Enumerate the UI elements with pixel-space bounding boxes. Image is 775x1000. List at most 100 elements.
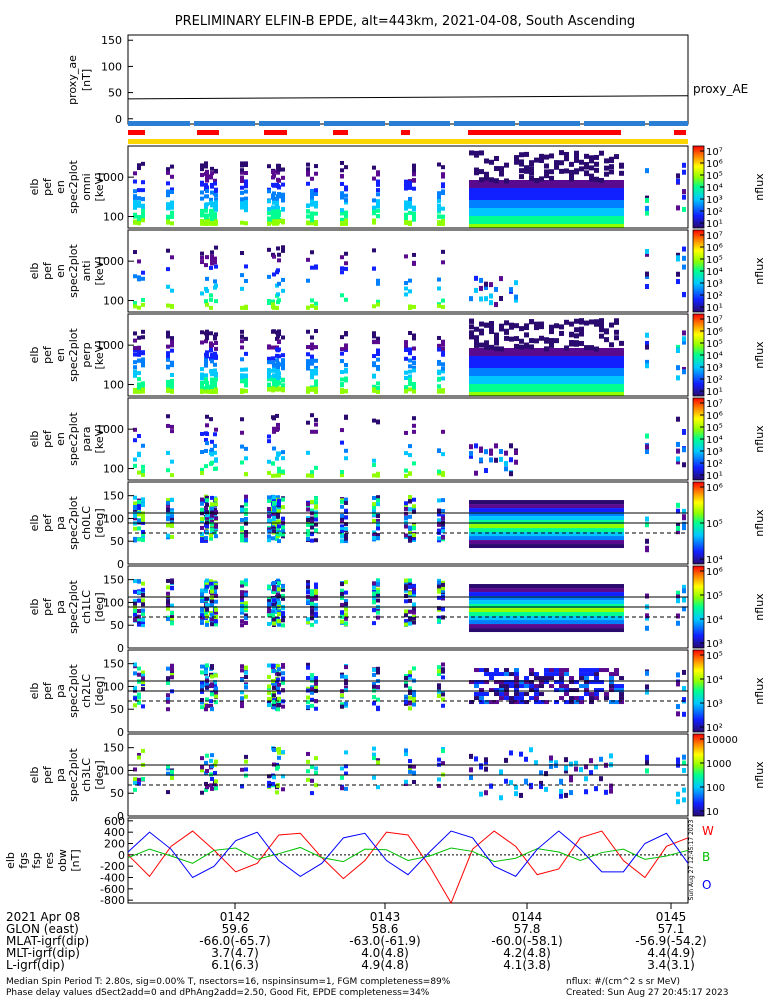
spectrogram-cell — [504, 536, 509, 541]
spectrogram-cell — [519, 372, 524, 376]
spectrogram-cell — [584, 516, 589, 521]
spectrogram-cell — [469, 356, 474, 360]
spectrogram-cell — [609, 188, 614, 192]
spectrogram-cell — [619, 608, 624, 613]
spectrogram-cell — [214, 346, 218, 351]
spectrogram-cell — [412, 461, 416, 466]
spectrogram-cell — [569, 688, 574, 693]
spectrogram-cell — [437, 376, 441, 381]
spectrogram-cell — [514, 700, 519, 705]
spectrogram-cell — [534, 600, 539, 605]
spectrogram-cell — [509, 612, 514, 617]
spectrogram-cell — [519, 751, 523, 757]
y-axis-label: [keV] — [93, 257, 106, 286]
spectrogram-cell — [204, 208, 208, 213]
spectrogram-cell — [210, 502, 214, 507]
spectrogram-cell — [314, 596, 318, 601]
spectrogram-cell — [579, 348, 584, 352]
spectrogram-cell — [494, 672, 499, 677]
spectrogram-cell — [619, 392, 624, 396]
spectrogram-cell — [559, 544, 564, 549]
spectrogram-cell — [412, 666, 416, 671]
orbit-cell-mlat: -63.0(-61.9) — [349, 934, 420, 948]
spectrogram-cell — [469, 604, 474, 609]
spectrogram-cell — [499, 504, 504, 509]
spectrogram-cell — [272, 183, 276, 188]
spectrogram-cell — [579, 672, 584, 677]
spectrogram-cell — [609, 532, 614, 537]
spectrogram-cell — [376, 340, 380, 345]
spectrogram-cell — [574, 528, 579, 533]
spectrogram-cell — [133, 212, 137, 217]
spectrogram-cell — [469, 612, 474, 617]
spectrogram-cell — [544, 608, 549, 613]
y-tick-label: 50 — [110, 535, 124, 548]
spectrogram-cell — [564, 384, 569, 388]
spectrogram-cell — [376, 666, 380, 671]
spectrogram-cell — [584, 188, 589, 192]
spectrogram-cell — [166, 181, 170, 186]
spectrogram-cell — [213, 351, 217, 356]
spectrogram-cell — [271, 536, 275, 541]
spectrogram-cell — [372, 518, 376, 523]
spectrogram-cell — [579, 504, 584, 509]
spectrogram-cell — [554, 672, 559, 677]
spectrogram-cell — [376, 615, 380, 620]
spectrogram-cell — [539, 184, 544, 188]
spectrogram-cell — [469, 596, 474, 601]
spectrogram-cell — [412, 252, 416, 257]
spectrogram-cell — [559, 596, 564, 601]
spectrogram-cell — [441, 749, 445, 754]
spectrogram-cell — [200, 519, 204, 524]
spectrogram-cell — [569, 208, 574, 212]
spectrogram-cell — [314, 192, 318, 197]
spectrogram-cell — [519, 616, 524, 621]
spectrogram-cell — [594, 188, 599, 192]
spectrogram-cell — [133, 516, 137, 521]
spectrogram-cell — [534, 536, 539, 541]
spectrogram-cell — [244, 279, 248, 284]
spectrogram-cell — [214, 389, 218, 394]
spectrogram-cell — [240, 538, 244, 543]
spectrogram-cell — [564, 700, 569, 705]
spectrogram-cell — [281, 195, 285, 200]
orbit-cell-mlat: -60.0(-58.1) — [491, 934, 562, 948]
spectrogram-cell — [344, 185, 348, 190]
spectrogram-cell — [514, 668, 519, 673]
spectrogram-cell — [529, 319, 534, 325]
spectrogram-cell — [204, 670, 208, 675]
spectrogram-cell — [564, 600, 569, 605]
spectrogram-cell — [272, 495, 276, 500]
spectrogram-cell — [340, 602, 344, 607]
spectrogram-cell — [514, 356, 519, 360]
spectrogram-cell — [267, 164, 271, 169]
spectrogram-cell — [504, 372, 509, 376]
spectrogram-cell — [539, 321, 544, 327]
y-axis-label: omni — [80, 173, 93, 200]
spectrogram-cell — [214, 607, 218, 612]
spectrogram-cell — [314, 522, 318, 527]
spectrogram-cell — [340, 195, 344, 200]
red-bar-segment — [674, 130, 686, 135]
spectrogram-cell — [271, 611, 275, 616]
spectrogram-cell — [609, 508, 614, 513]
spectrogram-cell — [514, 459, 518, 465]
spectrogram-cell — [619, 536, 624, 541]
spectrogram-cell — [544, 620, 549, 625]
spectrogram-cell — [614, 376, 619, 380]
spectrogram-cell — [474, 536, 479, 541]
spectrogram-cell — [408, 382, 412, 387]
spectrogram-cell — [614, 600, 619, 605]
spectrogram-cell — [604, 329, 609, 335]
spectrogram-cell — [559, 696, 564, 701]
spectrogram-cell — [529, 208, 534, 212]
spectrogram-cell — [564, 684, 569, 689]
spectrogram-cell — [412, 507, 416, 512]
spectrogram-cell — [170, 580, 174, 585]
spectrogram-cell — [579, 528, 584, 533]
spectrogram-cell — [534, 588, 539, 593]
spectrogram-cell — [564, 624, 569, 629]
spectrogram-cell — [376, 591, 380, 596]
spectrogram-cell — [514, 208, 519, 212]
